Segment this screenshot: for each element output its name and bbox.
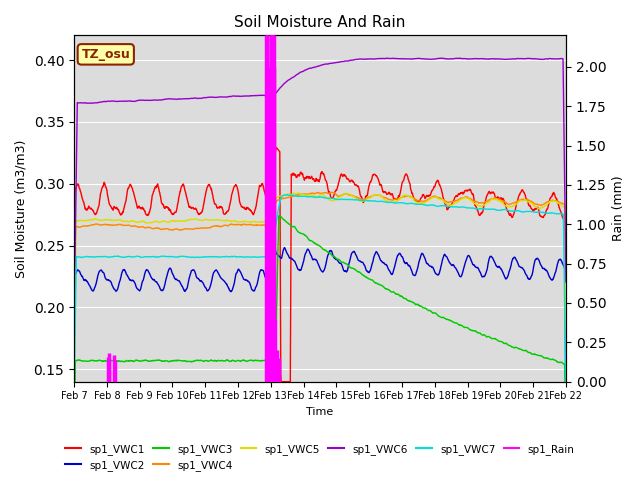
Legend: sp1_VWC1, sp1_VWC2, sp1_VWC3, sp1_VWC4, sp1_VWC5, sp1_VWC6, sp1_VWC7, sp1_Rain: sp1_VWC1, sp1_VWC2, sp1_VWC3, sp1_VWC4, … xyxy=(61,439,579,475)
X-axis label: Time: Time xyxy=(307,407,333,417)
Y-axis label: Rain (mm): Rain (mm) xyxy=(612,176,625,241)
Y-axis label: Soil Moisture (m3/m3): Soil Moisture (m3/m3) xyxy=(15,139,28,278)
Text: TZ_osu: TZ_osu xyxy=(81,48,130,61)
Title: Soil Moisture And Rain: Soil Moisture And Rain xyxy=(234,15,406,30)
